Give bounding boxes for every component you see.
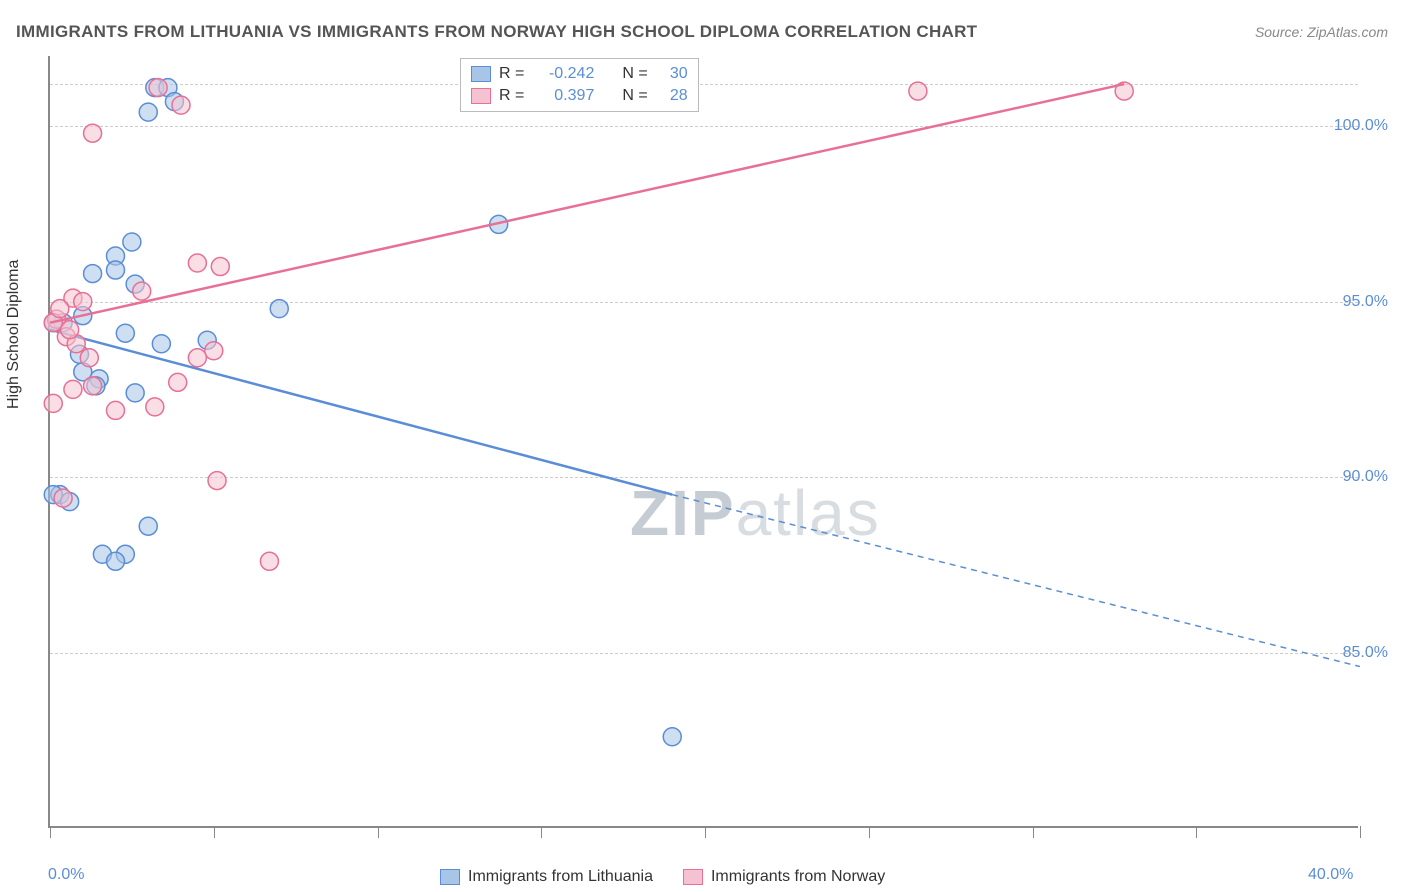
legend-r-label: R =: [499, 87, 524, 105]
chart-container: IMMIGRANTS FROM LITHUANIA VS IMMIGRANTS …: [0, 0, 1406, 892]
correlation-legend-row: R = 0.397 N = 28: [471, 85, 688, 107]
legend-swatch: [471, 66, 491, 82]
scatter-point: [205, 342, 223, 360]
scatter-point: [208, 472, 226, 490]
scatter-point: [54, 489, 72, 507]
legend-r-value: 0.397: [532, 87, 594, 105]
y-tick-label: 90.0%: [1343, 468, 1388, 486]
scatter-point: [123, 233, 141, 251]
legend-n-label: N =: [622, 65, 647, 83]
legend-r-label: R =: [499, 65, 524, 83]
scatter-point: [84, 124, 102, 142]
scatter-point: [116, 324, 134, 342]
scatter-point: [126, 384, 144, 402]
x-tick: [1033, 826, 1034, 838]
scatter-point: [188, 254, 206, 272]
x-tick: [50, 826, 51, 838]
chart-title: IMMIGRANTS FROM LITHUANIA VS IMMIGRANTS …: [16, 22, 977, 42]
scatter-point: [107, 552, 125, 570]
legend-r-value: -0.242: [532, 65, 594, 83]
scatter-point: [172, 96, 190, 114]
scatter-point: [139, 103, 157, 121]
legend-swatch: [471, 88, 491, 104]
x-tick: [214, 826, 215, 838]
series-legend-item: Immigrants from Lithuania: [440, 868, 653, 886]
legend-n-value: 30: [656, 65, 688, 83]
scatter-point: [74, 293, 92, 311]
y-tick-label: 85.0%: [1343, 644, 1388, 662]
legend-n-label: N =: [622, 87, 647, 105]
scatter-point: [169, 373, 187, 391]
source-attribution: Source: ZipAtlas.com: [1255, 24, 1388, 40]
x-tick-label: 40.0%: [1308, 866, 1353, 884]
legend-n-value: 28: [656, 87, 688, 105]
scatter-point: [51, 300, 69, 318]
scatter-point: [139, 517, 157, 535]
series-legend: Immigrants from Lithuania Immigrants from…: [440, 868, 885, 886]
regression-line-extrapolated: [672, 495, 1360, 667]
correlation-legend-row: R = -0.242 N = 30: [471, 63, 688, 85]
scatter-point: [146, 398, 164, 416]
scatter-point: [211, 258, 229, 276]
x-tick: [378, 826, 379, 838]
scatter-point: [152, 335, 170, 353]
x-tick: [541, 826, 542, 838]
scatter-point: [188, 349, 206, 367]
series-legend-item: Immigrants from Norway: [683, 868, 885, 886]
scatter-point: [80, 349, 98, 367]
x-tick-label: 0.0%: [48, 866, 84, 884]
scatter-point: [84, 377, 102, 395]
x-tick: [869, 826, 870, 838]
regression-line: [50, 84, 1124, 323]
scatter-point: [61, 321, 79, 339]
correlation-legend: R = -0.242 N = 30 R = 0.397 N = 28: [460, 58, 699, 112]
scatter-plot-svg: [50, 56, 1358, 826]
scatter-point: [149, 79, 167, 97]
plot-area: ZIPatlas: [48, 56, 1358, 828]
scatter-point: [909, 82, 927, 100]
scatter-point: [270, 300, 288, 318]
scatter-point: [64, 380, 82, 398]
scatter-point: [107, 261, 125, 279]
regression-line: [50, 330, 672, 495]
x-tick: [1360, 826, 1361, 838]
legend-swatch: [683, 869, 703, 885]
legend-swatch: [440, 869, 460, 885]
y-tick-label: 95.0%: [1343, 293, 1388, 311]
y-axis-label: High School Diploma: [5, 260, 23, 409]
scatter-point: [663, 728, 681, 746]
y-tick-label: 100.0%: [1334, 117, 1388, 135]
scatter-point: [133, 282, 151, 300]
series-legend-label: Immigrants from Norway: [711, 868, 885, 886]
scatter-point: [84, 265, 102, 283]
scatter-point: [44, 394, 62, 412]
scatter-point: [107, 401, 125, 419]
x-tick: [705, 826, 706, 838]
series-legend-label: Immigrants from Lithuania: [468, 868, 653, 886]
x-tick: [1196, 826, 1197, 838]
scatter-point: [260, 552, 278, 570]
